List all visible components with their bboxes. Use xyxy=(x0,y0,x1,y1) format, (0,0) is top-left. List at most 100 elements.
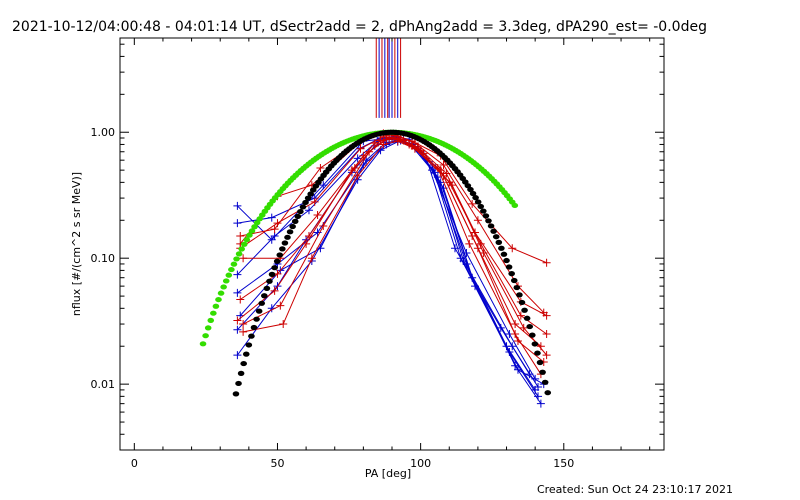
data-point xyxy=(534,382,543,391)
data-series xyxy=(233,132,540,394)
data-point xyxy=(471,282,480,291)
fit-point xyxy=(212,303,220,309)
data-point xyxy=(448,181,457,190)
fit-point xyxy=(202,333,209,339)
fit-point xyxy=(276,252,284,258)
fit-point xyxy=(510,277,518,284)
fit-point xyxy=(531,341,539,347)
data-point xyxy=(270,232,279,241)
fit-point xyxy=(521,307,528,313)
fit-point xyxy=(539,369,546,375)
data-point xyxy=(479,248,488,257)
data-point xyxy=(302,239,311,248)
data-point xyxy=(511,330,520,339)
fit-point xyxy=(284,234,291,240)
data-point xyxy=(239,254,248,263)
data-point xyxy=(279,320,288,329)
plot-area xyxy=(199,38,552,408)
fit-point xyxy=(528,332,536,338)
fit-point xyxy=(472,195,479,201)
fit-point xyxy=(534,350,541,356)
data-point xyxy=(233,219,242,228)
fit-point xyxy=(251,224,258,230)
data-series xyxy=(236,135,548,389)
fit-point xyxy=(273,258,281,264)
data-point xyxy=(508,244,517,253)
fit-point xyxy=(242,351,250,357)
fit-point xyxy=(217,290,225,296)
fit-point xyxy=(467,186,474,193)
data-point xyxy=(304,206,313,215)
series-line xyxy=(239,136,547,317)
data-point xyxy=(276,301,285,310)
fit-point xyxy=(268,271,276,277)
fit-point xyxy=(523,315,531,321)
fit-point xyxy=(503,257,510,264)
y-tick-label: 0.01 xyxy=(91,378,116,391)
fit-point xyxy=(248,228,256,234)
series-line xyxy=(237,137,542,375)
fit-point xyxy=(261,293,268,299)
fit-point xyxy=(487,223,495,229)
fit-point xyxy=(485,218,492,224)
x-tick-label: 100 xyxy=(410,457,431,470)
x-tick-label: 0 xyxy=(131,457,138,470)
data-point xyxy=(516,311,525,320)
fit-point xyxy=(271,265,278,271)
fit-point xyxy=(245,342,253,348)
fit-point xyxy=(253,316,260,322)
data-point xyxy=(233,270,242,279)
x-tick-label: 150 xyxy=(553,457,574,470)
fit-point xyxy=(511,202,519,209)
fit-point xyxy=(498,245,505,251)
data-point xyxy=(542,311,551,320)
data-point xyxy=(405,140,414,149)
data-point xyxy=(313,211,322,220)
data-point xyxy=(468,199,477,208)
fit-point xyxy=(526,323,534,330)
fit-curve xyxy=(232,129,552,397)
data-point xyxy=(365,147,374,156)
fit-point xyxy=(508,271,515,277)
data-series xyxy=(236,132,551,320)
data-point xyxy=(536,399,545,408)
data-point xyxy=(270,225,279,234)
fit-point xyxy=(266,278,273,284)
data-point xyxy=(319,222,328,231)
x-axis-label: PA [deg] xyxy=(365,467,411,480)
data-point xyxy=(465,239,474,248)
fit-point xyxy=(500,251,508,257)
data-series xyxy=(233,135,540,383)
fit-point xyxy=(233,256,240,262)
fit-point xyxy=(253,220,261,226)
fit-point xyxy=(302,199,309,206)
fit-point xyxy=(299,204,307,210)
data-point xyxy=(233,325,242,334)
data-point xyxy=(433,164,442,173)
fit-point xyxy=(482,213,490,219)
fit-point xyxy=(505,264,513,270)
chart-title: 2021-10-12/04:00:48 - 04:01:14 UT, dSect… xyxy=(12,19,707,35)
fit-point xyxy=(248,333,255,339)
fit-point xyxy=(220,284,227,290)
fit-point xyxy=(541,379,549,385)
created-timestamp: Created: Sun Oct 24 23:10:17 2021 xyxy=(537,483,733,496)
fit-point xyxy=(294,213,302,219)
data-point xyxy=(270,286,279,295)
fit-point xyxy=(238,246,245,252)
y-axis-label: nflux [#/(cm^2 s sr MeV)] xyxy=(70,172,83,316)
data-series xyxy=(233,134,543,401)
fit-point xyxy=(225,272,233,278)
fit-point xyxy=(513,284,521,291)
data-point xyxy=(542,258,551,267)
data-point xyxy=(462,248,471,257)
data-point xyxy=(310,197,319,206)
data-series xyxy=(239,135,551,339)
data-point xyxy=(542,351,551,360)
fit-point xyxy=(250,324,258,331)
data-point xyxy=(233,288,242,297)
series-line xyxy=(239,134,545,313)
fit-point xyxy=(199,341,207,347)
x-tick-label: 50 xyxy=(270,457,284,470)
